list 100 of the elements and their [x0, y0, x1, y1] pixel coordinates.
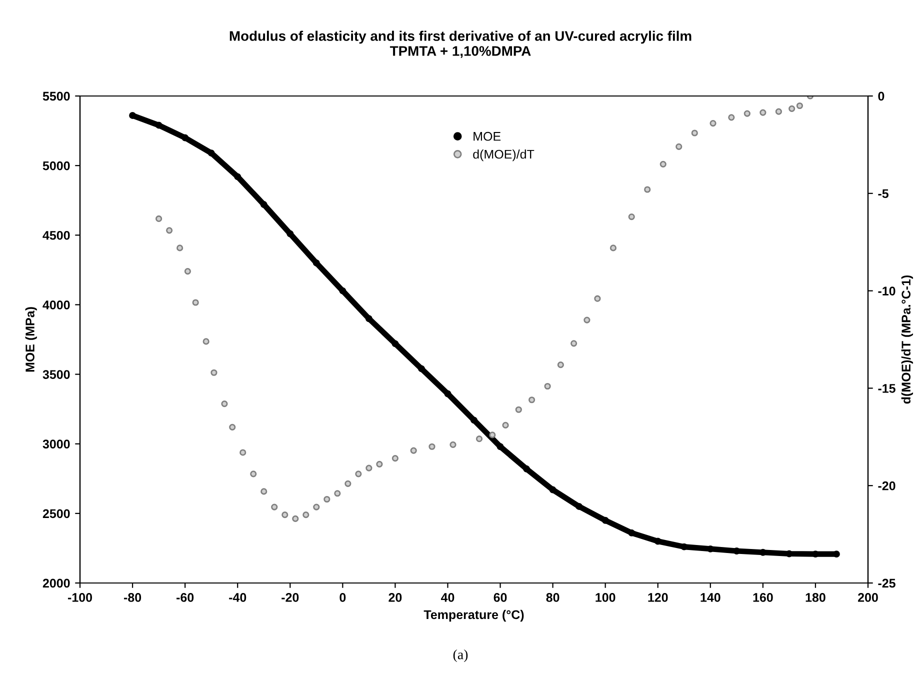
point [654, 538, 662, 545]
point [260, 201, 268, 208]
x-tick-label: 60 [494, 593, 507, 602]
point [576, 503, 583, 510]
point [610, 244, 617, 252]
point [515, 406, 522, 413]
point [302, 512, 310, 518]
point [208, 150, 215, 157]
y-tick-label: 2000 [42, 578, 70, 588]
point [760, 109, 766, 116]
point [676, 143, 682, 150]
point [680, 543, 688, 550]
point [706, 545, 714, 552]
point [786, 550, 793, 558]
x-tick-label: 20 [388, 593, 402, 602]
point [129, 112, 136, 119]
point [176, 244, 184, 252]
legend-label: d(MOE)/dT [473, 150, 534, 162]
point [418, 365, 425, 372]
x-tick-label: 140 [700, 593, 720, 602]
point [476, 436, 483, 442]
point [428, 443, 436, 450]
point [644, 186, 651, 193]
x-tick-label: 120 [648, 593, 668, 602]
point [324, 496, 330, 503]
point [240, 449, 246, 456]
y-tick-label: 3000 [42, 440, 70, 449]
point [250, 470, 257, 478]
point [796, 102, 803, 110]
point [210, 369, 218, 376]
x-tick-label: 0 [340, 593, 346, 602]
point [528, 396, 536, 404]
point [155, 122, 162, 129]
point [489, 432, 496, 438]
y-tick-label: 4500 [42, 230, 70, 240]
point [470, 416, 478, 424]
x-tick-label: -40 [229, 593, 246, 602]
point [557, 362, 564, 368]
point [286, 230, 294, 238]
point [192, 299, 199, 306]
x-tick-label: 100 [596, 593, 616, 602]
point [584, 316, 590, 324]
point [182, 134, 189, 142]
point [660, 160, 666, 168]
point [202, 338, 210, 345]
y-tick-label: 5500 [42, 92, 70, 101]
y-tick-label: 3500 [42, 370, 70, 379]
point [221, 400, 228, 408]
y2-tick-label: -20 [878, 481, 896, 490]
point [292, 515, 299, 522]
point [594, 295, 601, 302]
point [744, 110, 750, 117]
point [691, 130, 698, 136]
point [602, 516, 609, 524]
point [549, 486, 556, 494]
point [229, 424, 236, 430]
point [544, 382, 551, 390]
point [365, 315, 372, 322]
point [313, 504, 320, 510]
x-tick-label: 80 [546, 593, 560, 602]
point [570, 340, 578, 347]
x-tick-label: 180 [806, 593, 826, 602]
y2-tick-label: -10 [878, 286, 896, 296]
point [260, 488, 268, 495]
legend-label: MOE [474, 132, 501, 141]
point [502, 422, 509, 429]
point [184, 268, 191, 275]
chart-title: Modulus of elasticity and its first derivative of an UV-cured acrylic film TPMTA + 1,10%DMPA [230, 30, 692, 58]
point [450, 441, 456, 448]
x-axis-title: Temperature (°C) [424, 610, 524, 622]
point [344, 480, 352, 487]
x-tick-label: -60 [176, 593, 194, 602]
point [523, 465, 530, 472]
point [833, 550, 840, 558]
point [334, 490, 341, 497]
point [234, 173, 242, 180]
point [444, 390, 452, 398]
point [366, 464, 372, 472]
point [376, 460, 383, 468]
point [496, 443, 504, 450]
point [282, 512, 288, 518]
y-tick-label: 5000 [42, 161, 70, 170]
point [628, 213, 635, 220]
point [710, 120, 716, 127]
text: (a) [453, 649, 468, 662]
point [339, 287, 346, 294]
point [628, 529, 636, 536]
point [788, 105, 796, 112]
y2-tick-label: -25 [878, 578, 896, 588]
point [166, 227, 173, 234]
point [392, 340, 399, 348]
x-tick-label: 40 [440, 593, 454, 602]
y-tick-label: 4000 [42, 300, 70, 310]
x-tick-label: -20 [282, 593, 299, 602]
x-tick-label: -80 [124, 593, 142, 602]
y2-tick-label: -5 [878, 189, 888, 198]
y2-axis-title: d(MOE)/dT (MPa.°C-1) [901, 275, 913, 404]
y2-tick-label: 0 [878, 92, 884, 101]
x-tick-label: 200 [858, 593, 878, 602]
y-tick-label: 2500 [42, 509, 70, 518]
